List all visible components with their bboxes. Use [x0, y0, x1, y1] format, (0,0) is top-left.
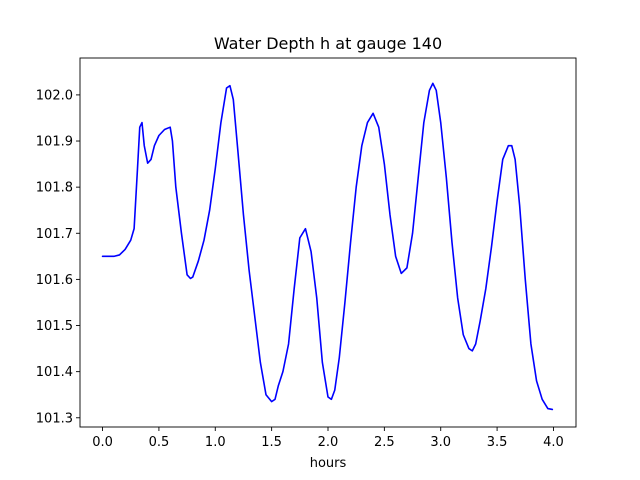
- x-tick-label: 4.0: [543, 435, 564, 450]
- x-tick-label: 2.0: [318, 435, 339, 450]
- y-tick-label: 101.3: [36, 411, 73, 426]
- y-tick-label: 101.5: [36, 319, 73, 334]
- y-tick-label: 101.8: [36, 181, 73, 196]
- plot-area: [79, 57, 577, 428]
- plot-frame: [79, 57, 577, 428]
- y-axis: 101.3 101.4 101.5 101.6 101.7 101.8 101.9 102.0: [36, 88, 80, 426]
- x-tick-label: 0.5: [149, 435, 170, 450]
- chart-title: Water Depth h at gauge 140: [214, 34, 442, 53]
- x-tick-label: 3.0: [430, 435, 451, 450]
- x-tick-label: 0.0: [92, 435, 113, 450]
- series-line-0: [101, 82, 554, 411]
- x-tick-label: 2.5: [374, 435, 395, 450]
- y-tick-label: 101.4: [36, 365, 73, 380]
- x-tick-label: 1.5: [261, 435, 282, 450]
- x-tick-label: 3.5: [487, 435, 508, 450]
- x-axis: 0.0 0.5 1.0 1.5 2.0 2.5 3.0 3.5 4.0: [92, 427, 564, 450]
- y-tick-label: 101.6: [36, 273, 73, 288]
- y-tick-label: 101.9: [36, 135, 73, 150]
- x-axis-label: hours: [310, 456, 347, 471]
- y-tick-label: 101.7: [36, 227, 73, 242]
- x-tick-label: 1.0: [205, 435, 226, 450]
- y-tick-label: 102.0: [36, 88, 73, 103]
